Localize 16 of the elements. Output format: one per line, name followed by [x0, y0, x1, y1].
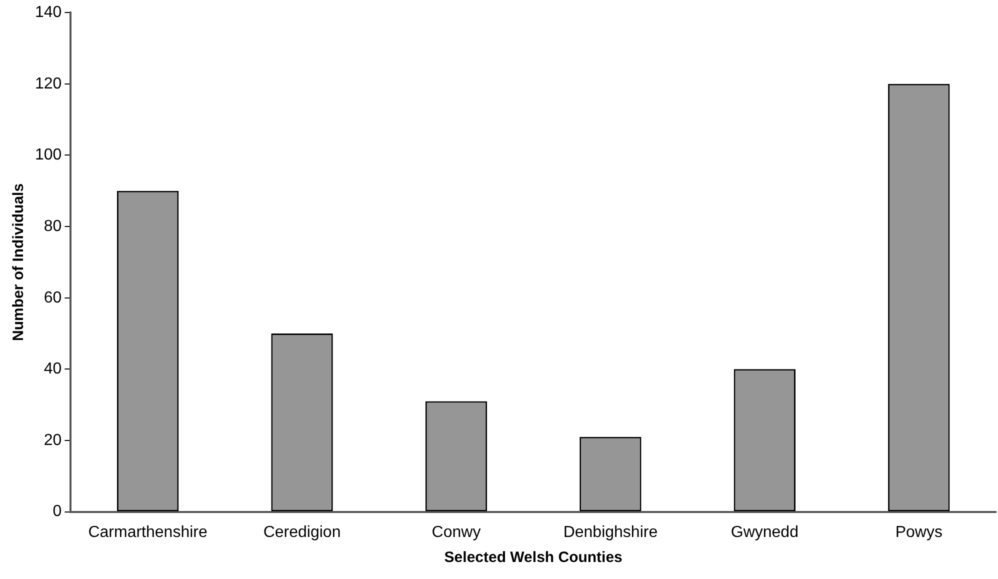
y-tick-label: 20: [44, 432, 62, 449]
x-tick-label: Gwynedd: [730, 524, 798, 541]
x-axis-title: Selected Welsh Counties: [444, 549, 622, 566]
y-tick-label: 100: [34, 146, 62, 164]
y-tick-label: 80: [44, 218, 62, 235]
y-tick-label: 120: [34, 75, 62, 92]
x-tick-label: Denbighshire: [563, 524, 658, 541]
y-axis-title: Number of Individuals: [10, 183, 28, 341]
x-tick-label: Ceredigion: [263, 524, 341, 541]
y-tick-label: 0: [52, 503, 62, 520]
x-tick-label: Conwy: [432, 524, 481, 541]
y-tick-label: 40: [44, 360, 62, 378]
x-tick-label: Powys: [895, 524, 942, 541]
x-tick-label: Carmarthenshire: [88, 524, 208, 541]
y-tick-label: 60: [44, 289, 62, 306]
y-tick-label: 140: [34, 4, 62, 22]
